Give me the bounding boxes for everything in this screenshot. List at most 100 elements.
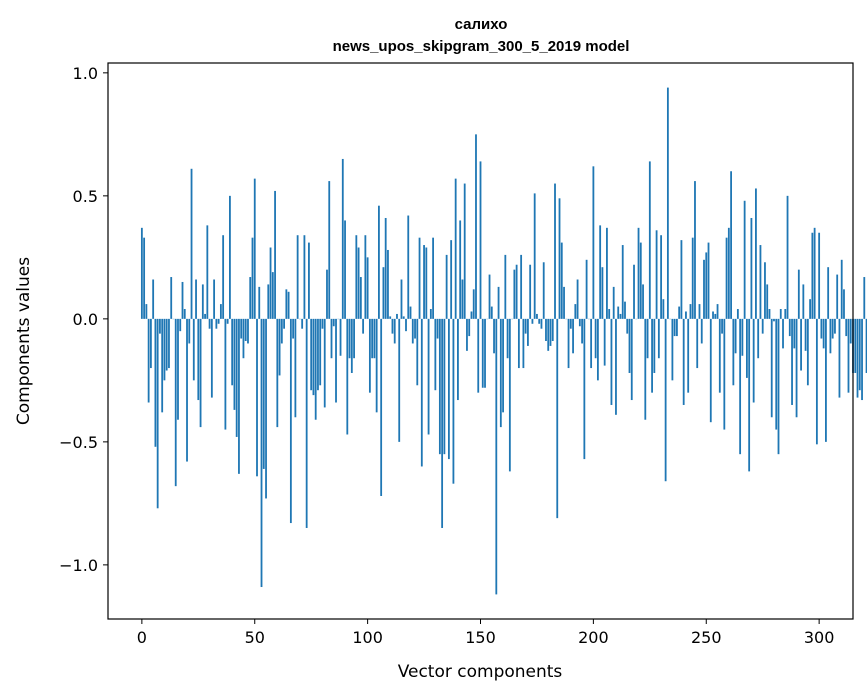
bar (734, 318, 737, 354)
bar (599, 225, 602, 319)
bar (829, 318, 832, 354)
bar (242, 318, 245, 359)
bar (628, 318, 631, 373)
bar (461, 279, 464, 319)
bar (445, 254, 448, 319)
bar (317, 318, 319, 391)
bar (301, 318, 304, 329)
bar-series (140, 87, 867, 595)
bar (508, 318, 511, 472)
bar (861, 318, 863, 401)
bar (745, 318, 748, 378)
bar (470, 311, 473, 319)
bar (782, 318, 784, 349)
bar (583, 318, 586, 460)
bar (545, 318, 547, 341)
bar (204, 313, 206, 319)
bar (219, 304, 222, 319)
bar (572, 318, 574, 354)
bar (197, 318, 200, 401)
bar (271, 272, 274, 319)
bar (425, 247, 428, 319)
bar (389, 316, 392, 319)
bar (748, 318, 751, 472)
bar (757, 318, 760, 359)
bar (373, 318, 376, 359)
bar (321, 318, 324, 329)
bar (504, 254, 507, 319)
bar (398, 318, 401, 442)
bar (845, 318, 848, 337)
y-tick-label: 1.0 (73, 64, 98, 83)
bar (648, 161, 651, 319)
bar (843, 289, 845, 319)
bar (617, 306, 620, 319)
bar (714, 313, 717, 319)
y-tick-label: 0.0 (73, 310, 98, 329)
x-axis-ticks: 0 50 100 150 200 250 300 (137, 619, 835, 647)
bar (592, 166, 595, 319)
bar (795, 318, 798, 418)
bar (657, 318, 660, 359)
bar (292, 318, 295, 339)
bar (818, 232, 821, 319)
bar (382, 267, 385, 319)
bar (827, 267, 830, 319)
bar (411, 318, 414, 344)
bar (355, 235, 358, 319)
x-tick-label: 300 (804, 628, 835, 647)
bar (274, 190, 276, 319)
y-tick-label: −0.5 (59, 433, 98, 452)
bar (396, 313, 398, 319)
bar (143, 237, 146, 319)
y-tick-label: 0.5 (73, 187, 98, 206)
bar (718, 318, 721, 393)
bar (560, 242, 563, 319)
bar (308, 242, 310, 319)
bar (664, 318, 667, 482)
bar (558, 198, 561, 319)
bar (615, 318, 617, 415)
bar (195, 279, 197, 319)
bar (443, 318, 446, 455)
bar (400, 279, 403, 319)
bar (576, 279, 579, 319)
bar (285, 289, 288, 319)
bar (346, 318, 349, 435)
bar (328, 181, 331, 319)
bar (838, 318, 841, 398)
bar (441, 318, 444, 528)
bar (375, 318, 378, 413)
bar (764, 262, 766, 319)
bar (633, 264, 635, 319)
bar (332, 318, 335, 327)
bar (849, 318, 852, 344)
bar (825, 318, 827, 442)
bar (694, 181, 696, 319)
bar (488, 274, 491, 319)
bar (177, 318, 179, 420)
bar (380, 318, 383, 496)
bar (256, 318, 258, 477)
bar (262, 318, 265, 469)
bar (296, 235, 299, 319)
bar (811, 232, 814, 319)
chart-title: салихо (455, 16, 508, 33)
bar (438, 318, 441, 455)
bar (267, 284, 270, 319)
bar (466, 318, 468, 351)
bar (834, 318, 836, 334)
bar (603, 318, 606, 366)
bar (387, 249, 389, 319)
bar (371, 318, 374, 359)
bar (676, 318, 678, 337)
bar (655, 230, 658, 319)
bar (170, 277, 173, 319)
bar (229, 195, 231, 319)
bar (574, 304, 577, 319)
bar (154, 318, 157, 447)
bar (585, 259, 588, 319)
bar (547, 318, 550, 351)
bar (687, 318, 690, 393)
bar (168, 318, 170, 369)
